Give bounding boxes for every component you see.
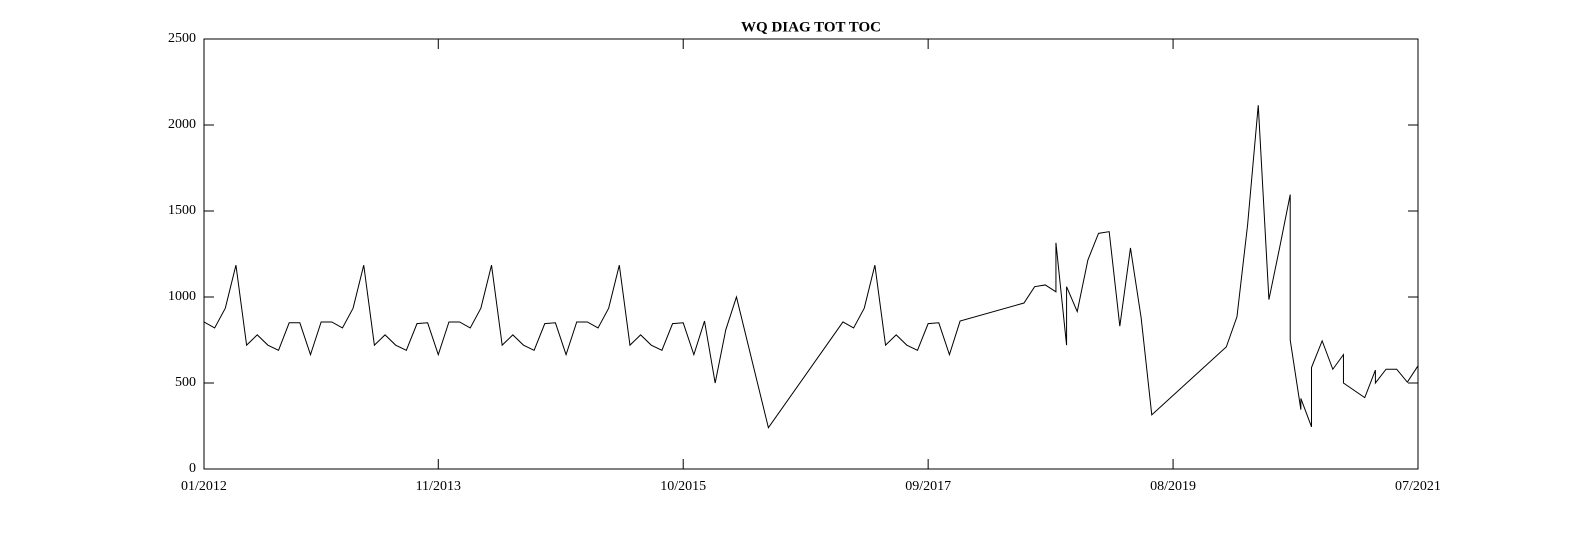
- x-tick-label: 07/2021: [1395, 479, 1441, 494]
- y-tick-label: 1500: [168, 203, 196, 218]
- y-tick-label: 2500: [168, 31, 196, 46]
- x-tick-label: 08/2019: [1150, 479, 1196, 494]
- plot-frame: [203, 38, 1419, 470]
- x-tick-label: 11/2013: [416, 479, 461, 494]
- y-tick-label: 2000: [168, 117, 196, 132]
- y-tick-label: 500: [175, 375, 196, 390]
- chart-title: WQ DIAG TOT TOC: [741, 19, 881, 35]
- data-line: [203, 105, 1419, 469]
- x-tick-label: 01/2012: [181, 479, 227, 494]
- y-tick-label: 1000: [168, 289, 196, 304]
- x-tick-label: 09/2017: [905, 479, 951, 494]
- x-tick-label: 10/2015: [660, 479, 706, 494]
- y-tick-label: 0: [189, 461, 196, 476]
